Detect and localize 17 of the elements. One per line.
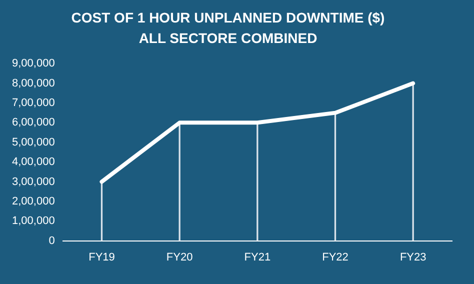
x-tick-label: FY21 [244, 251, 271, 264]
y-tick-label: 6,00,000 [12, 116, 55, 129]
x-tick-label: FY23 [400, 251, 426, 264]
x-tick-label: FY20 [166, 251, 193, 264]
y-tick-label: 5,00,000 [12, 136, 55, 148]
y-tick-label: 3,00,000 [12, 176, 55, 188]
y-tick-label: 0 [48, 234, 55, 247]
x-tick-label: FY19 [88, 251, 115, 264]
y-tick-label: 2,00,000 [12, 195, 55, 208]
chart-subtitle: ALL SECTORE COMBINED [138, 30, 318, 46]
y-tick-label: 9,00,000 [12, 58, 55, 70]
y-tick-label: 8,00,000 [12, 77, 55, 90]
y-tick-label: 7,00,000 [12, 97, 55, 110]
chart-title: COST OF 1 HOUR UNPLANNED DOWNTIME ($) [71, 9, 385, 26]
y-tick-label: 1,00,000 [12, 215, 55, 228]
x-tick-label: FY22 [322, 251, 348, 264]
y-tick-label: 4,00,000 [12, 156, 55, 168]
